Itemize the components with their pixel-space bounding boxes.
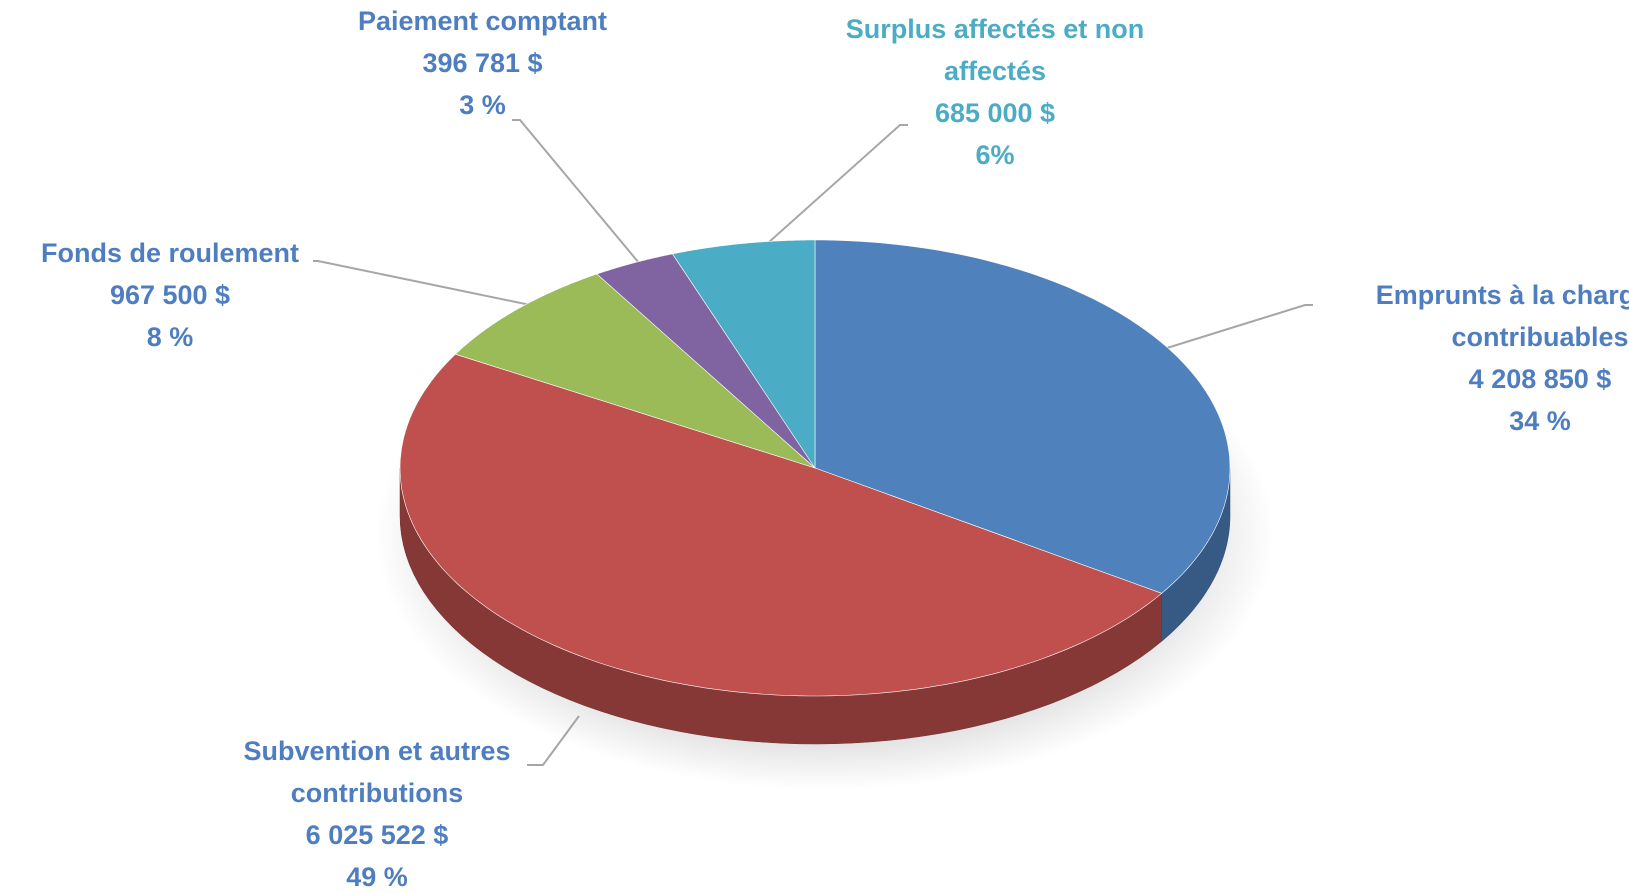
slice	[596, 253, 816, 469]
data-label: Subvention et autres contributions 6 025 …	[217, 730, 537, 894]
data-label: Emprunts à la charge des contribuables 4 …	[1375, 274, 1629, 442]
slice	[672, 239, 816, 469]
label-value: 396 781 $	[422, 48, 543, 78]
label-percent: 6%	[975, 140, 1015, 170]
leader-line	[749, 124, 908, 260]
leader-line	[512, 119, 645, 270]
label-value: 4 208 850 $	[1468, 364, 1612, 394]
label-percent: 34 %	[1509, 406, 1571, 436]
label-value: 967 500 $	[109, 280, 231, 310]
slice	[814, 239, 1231, 594]
label-value: 685 000 $	[934, 98, 1056, 128]
leader-line	[313, 260, 536, 307]
leader-line	[527, 715, 580, 766]
data-label: Fonds de roulement 967 500 $ 8 %	[0, 232, 340, 358]
label-name: Surplus affectés et non affectés	[845, 14, 1145, 86]
slice	[454, 273, 816, 469]
label-percent: 49 %	[346, 862, 408, 892]
slice	[399, 353, 1163, 697]
pie-tops	[399, 239, 1231, 697]
label-name: Paiement comptant	[357, 6, 608, 36]
data-label: Paiement comptant 396 781 $ 3 %	[320, 0, 645, 126]
label-name: Fonds de roulement	[40, 238, 300, 268]
label-percent: 8 %	[146, 322, 194, 352]
data-label: Surplus affectés et non affectés 685 000 …	[820, 8, 1170, 176]
label-name: Subvention et autres contributions	[243, 736, 511, 808]
leader-line	[1166, 304, 1313, 349]
label-value: 6 025 522 $	[305, 820, 449, 850]
label-name: Emprunts à la charge des contribuables	[1375, 280, 1629, 352]
label-percent: 3 %	[459, 90, 506, 120]
